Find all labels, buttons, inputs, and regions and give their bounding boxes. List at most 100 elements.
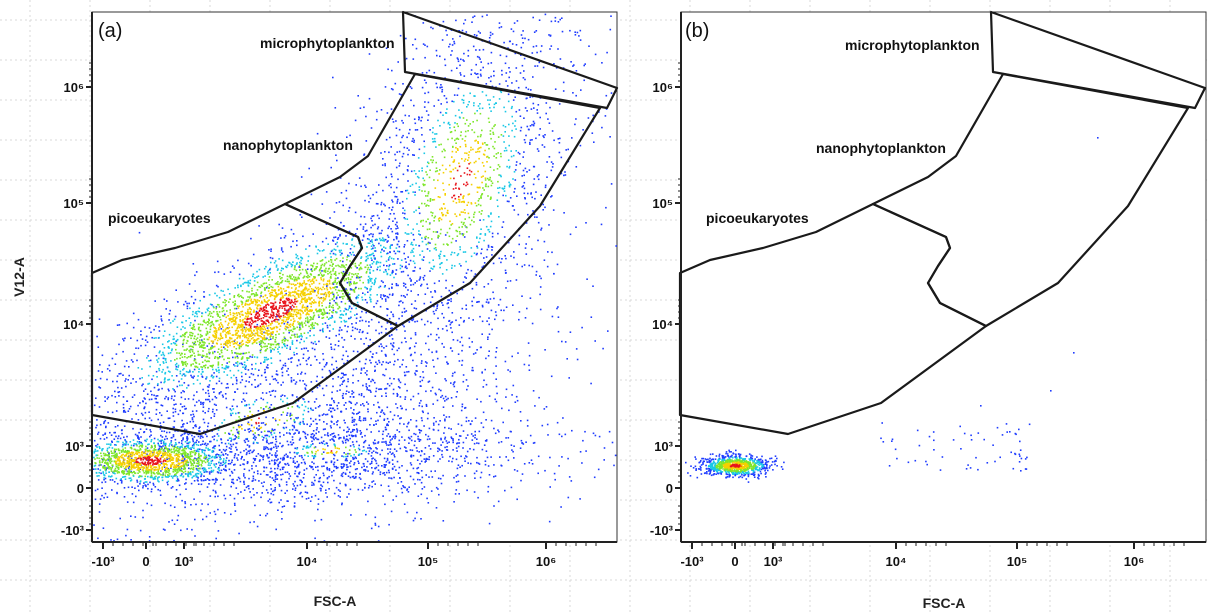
event-point bbox=[259, 343, 261, 346]
event-point bbox=[247, 415, 249, 417]
event-point bbox=[335, 265, 337, 267]
event-point bbox=[184, 327, 186, 329]
event-point bbox=[257, 315, 259, 318]
event-point bbox=[281, 319, 283, 321]
event-point bbox=[158, 445, 161, 447]
event-point bbox=[285, 319, 288, 321]
event-point bbox=[267, 343, 270, 345]
event-point bbox=[423, 425, 425, 427]
event-point bbox=[378, 237, 381, 240]
event-point bbox=[142, 414, 144, 416]
event-point bbox=[410, 464, 413, 466]
event-point bbox=[140, 344, 142, 347]
event-point bbox=[247, 329, 250, 331]
event-point bbox=[417, 495, 420, 497]
event-point bbox=[418, 279, 421, 281]
event-point bbox=[396, 250, 399, 253]
event-point bbox=[345, 350, 348, 353]
event-point bbox=[199, 330, 201, 332]
event-point bbox=[294, 303, 297, 305]
event-point bbox=[318, 480, 321, 483]
event-point bbox=[120, 387, 123, 389]
event-point bbox=[155, 413, 158, 415]
event-point bbox=[156, 359, 158, 361]
event-point bbox=[331, 311, 333, 313]
event-point bbox=[306, 446, 308, 449]
event-point bbox=[362, 226, 365, 228]
event-point bbox=[260, 362, 262, 365]
event-point bbox=[244, 366, 247, 369]
event-point bbox=[336, 407, 339, 410]
event-point bbox=[229, 298, 231, 300]
event-point bbox=[127, 467, 130, 470]
event-point bbox=[320, 278, 323, 281]
event-point bbox=[268, 498, 271, 501]
event-point bbox=[415, 370, 417, 372]
event-point bbox=[271, 309, 273, 311]
event-point bbox=[116, 324, 119, 326]
event-point bbox=[320, 297, 323, 300]
event-point bbox=[389, 361, 391, 363]
event-point bbox=[336, 291, 338, 294]
event-point bbox=[331, 398, 333, 400]
event-point bbox=[302, 418, 305, 420]
event-point bbox=[211, 411, 214, 413]
event-point bbox=[370, 285, 373, 288]
event-point bbox=[385, 471, 388, 474]
event-point bbox=[410, 419, 412, 421]
event-point bbox=[237, 412, 240, 414]
event-point bbox=[360, 287, 362, 290]
event-point bbox=[304, 286, 307, 288]
event-point bbox=[160, 425, 162, 427]
event-point bbox=[132, 326, 135, 329]
event-point bbox=[216, 370, 218, 372]
event-point bbox=[204, 449, 206, 452]
event-point bbox=[199, 426, 201, 428]
event-point bbox=[244, 321, 246, 324]
event-point bbox=[193, 342, 195, 345]
event-point bbox=[301, 335, 303, 338]
event-point bbox=[300, 295, 303, 298]
event-point bbox=[313, 334, 315, 337]
event-point bbox=[252, 488, 254, 490]
event-point bbox=[337, 294, 339, 296]
event-point bbox=[293, 276, 295, 278]
event-point bbox=[313, 269, 316, 271]
event-point bbox=[285, 312, 288, 314]
event-point bbox=[295, 306, 298, 308]
event-point bbox=[194, 404, 196, 407]
event-point bbox=[307, 400, 310, 403]
event-point bbox=[151, 393, 153, 396]
event-point bbox=[427, 502, 430, 504]
event-point bbox=[278, 419, 281, 421]
event-point bbox=[310, 444, 312, 446]
event-point bbox=[238, 277, 241, 280]
event-point bbox=[347, 430, 350, 433]
event-point bbox=[263, 325, 265, 327]
event-point bbox=[200, 403, 202, 405]
event-point bbox=[235, 376, 238, 379]
event-point bbox=[389, 435, 391, 438]
event-point bbox=[476, 442, 478, 444]
event-point bbox=[404, 258, 407, 260]
event-point bbox=[299, 283, 301, 285]
event-point bbox=[95, 397, 97, 399]
event-point bbox=[370, 380, 372, 383]
event-point bbox=[307, 293, 310, 295]
event-point bbox=[244, 352, 246, 355]
event-point bbox=[248, 487, 250, 490]
event-point bbox=[147, 487, 149, 490]
event-point bbox=[397, 284, 399, 287]
event-point bbox=[376, 411, 378, 414]
event-point bbox=[277, 342, 280, 345]
event-point bbox=[203, 321, 206, 323]
event-point bbox=[358, 419, 361, 421]
event-point bbox=[445, 398, 448, 401]
event-point bbox=[321, 240, 324, 243]
event-point bbox=[199, 336, 202, 338]
event-point bbox=[234, 321, 237, 323]
event-point bbox=[414, 372, 416, 375]
event-point bbox=[198, 427, 200, 430]
event-point bbox=[294, 432, 296, 434]
event-point bbox=[240, 424, 243, 426]
